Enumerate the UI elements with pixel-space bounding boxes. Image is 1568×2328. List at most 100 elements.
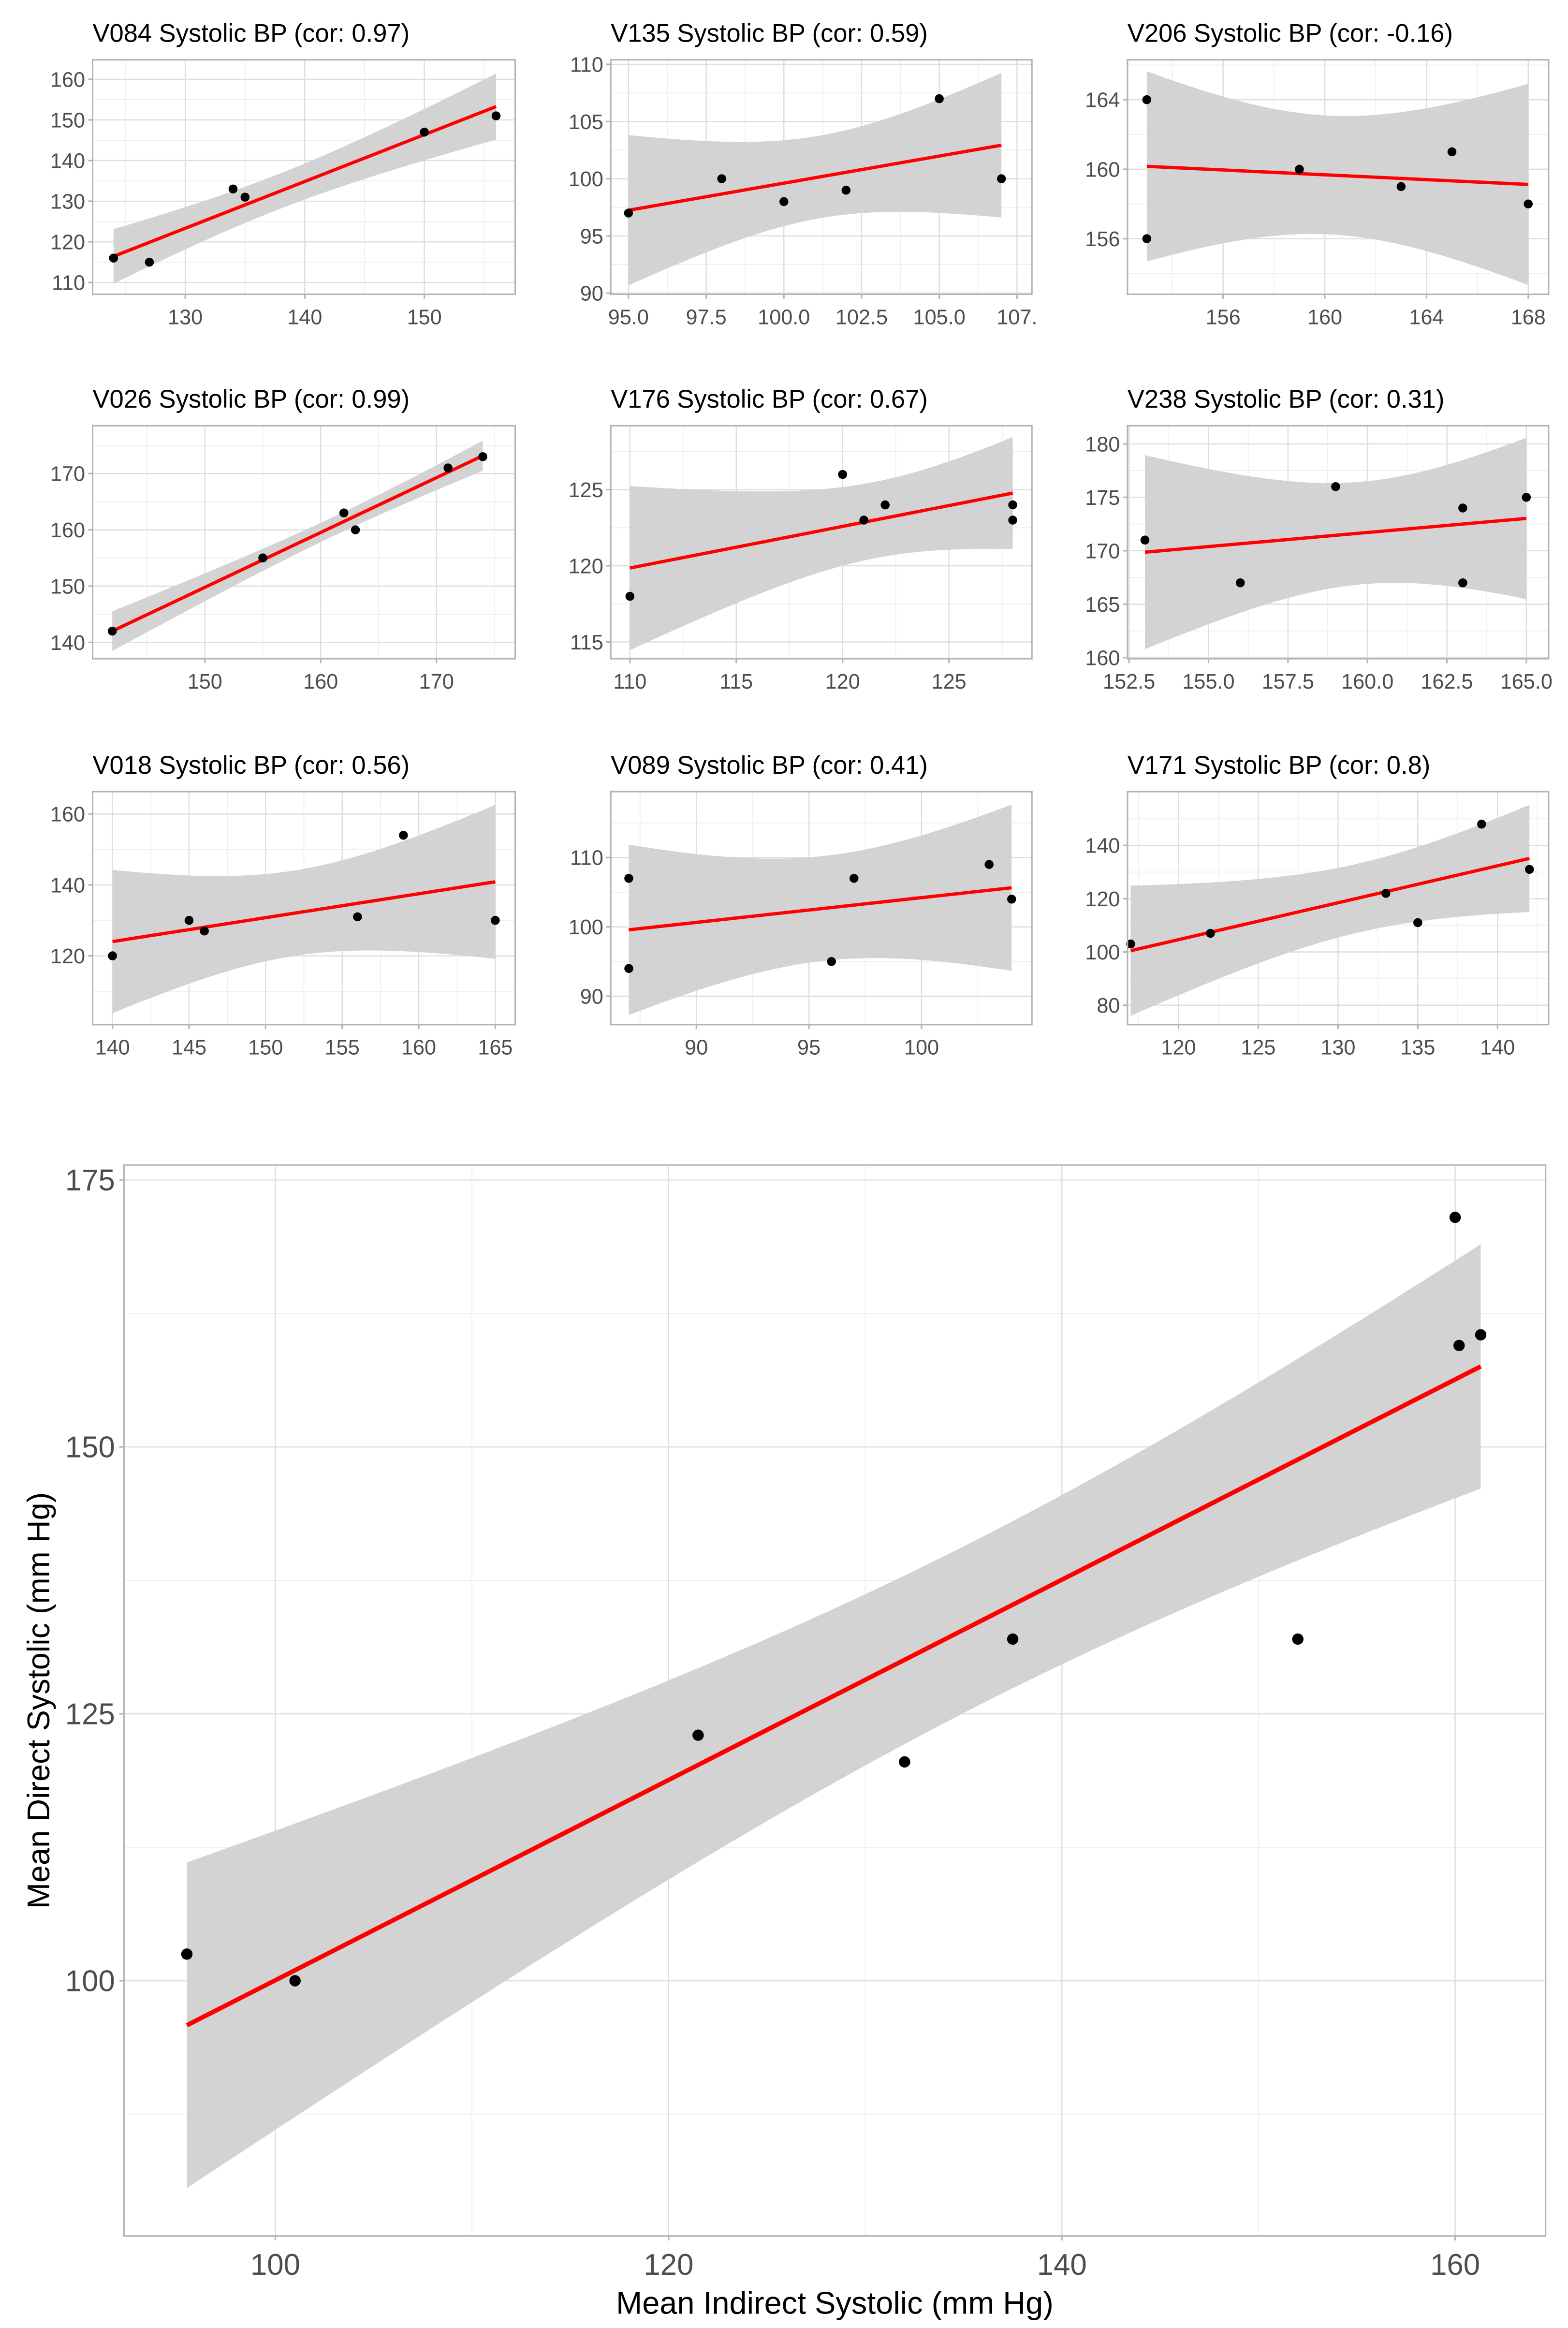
- data-point: [1007, 1633, 1019, 1645]
- y-tick-label: 95: [580, 225, 603, 248]
- y-tick-label: 175: [65, 1164, 115, 1197]
- y-tick-label: 100: [1085, 941, 1120, 964]
- y-tick-label: 100: [569, 168, 603, 191]
- data-point: [624, 964, 633, 973]
- chart-panel-1: 95.0 97.5 100.0 102.5 105.0 107. 90 95 100 105 110…: [569, 19, 1038, 329]
- chart-panel-6: 140 145 150 155 160 165 120 140 160 V018 Systolic…: [50, 751, 516, 1060]
- data-point: [1447, 147, 1457, 157]
- x-tick-label: 162.5: [1421, 670, 1473, 693]
- data-point: [399, 830, 408, 840]
- x-tick-label: 100.0: [758, 306, 810, 329]
- x-tick-label: 97.5: [686, 306, 726, 329]
- x-axis-label: Mean Indirect Systolic (mm Hg): [616, 2285, 1054, 2320]
- data-point: [109, 253, 118, 263]
- x-tick-label: 150: [407, 306, 442, 329]
- data-point: [339, 508, 349, 517]
- panel-border: [610, 425, 1033, 660]
- y-tick-label: 170: [50, 463, 85, 486]
- x-tick-label: 120: [825, 670, 860, 693]
- confidence-band: [1145, 438, 1526, 649]
- y-tick-label: 90: [580, 282, 603, 306]
- x-tick-label: 95.0: [608, 306, 649, 329]
- data-point: [1413, 918, 1422, 928]
- x-tick-label: 102.5: [835, 306, 888, 329]
- y-tick-label: 150: [50, 575, 85, 598]
- x-tick-label: 152.5: [1103, 670, 1155, 693]
- data-point: [1292, 1633, 1304, 1645]
- y-tick-label: 140: [50, 149, 85, 173]
- x-tick-label: 100: [904, 1036, 939, 1060]
- confidence-band: [1146, 71, 1528, 285]
- y-tick-label: 180: [1085, 433, 1120, 456]
- x-tick-label: 170: [419, 670, 454, 693]
- y-tick-label: 140: [1085, 835, 1120, 858]
- x-tick-label: 150: [248, 1036, 283, 1060]
- data-point: [1331, 482, 1340, 491]
- y-tick-label: 100: [65, 1965, 115, 1998]
- x-tick-label: 95: [797, 1036, 821, 1060]
- y-tick-label: 120: [1085, 888, 1120, 911]
- data-point: [827, 957, 836, 966]
- panel-border: [123, 1164, 1547, 2237]
- x-tick-label: 135: [1400, 1036, 1435, 1060]
- x-tick-label: 168: [1511, 306, 1546, 329]
- y-tick-label: 160: [50, 68, 85, 91]
- data-point: [984, 860, 994, 869]
- data-point: [200, 926, 209, 936]
- y-tick-label: 120: [50, 945, 85, 968]
- data-point: [1126, 939, 1135, 949]
- x-tick-label: 160: [1307, 306, 1342, 329]
- y-tick-label: 150: [65, 1431, 115, 1464]
- panel-border: [91, 791, 516, 1026]
- panel-border: [1127, 791, 1550, 1026]
- y-tick-label: 175: [1085, 486, 1120, 510]
- x-tick-label: 120: [1161, 1036, 1196, 1060]
- x-tick-label: 140: [1037, 2248, 1087, 2282]
- x-tick-label: 140: [287, 306, 322, 329]
- data-point: [996, 174, 1006, 183]
- panel-border: [91, 59, 516, 295]
- x-tick-label: 140: [95, 1036, 130, 1060]
- data-point: [1008, 516, 1017, 525]
- data-point: [1008, 500, 1017, 510]
- x-tick-label: 165.0: [1500, 670, 1553, 693]
- y-tick-label: 140: [50, 632, 85, 655]
- data-point: [838, 470, 847, 479]
- chart-title: V135 Systolic BP (cor: 0.59): [611, 19, 928, 48]
- confidence-band: [630, 437, 1013, 650]
- data-point: [240, 192, 250, 202]
- x-tick-label: 100: [250, 2248, 300, 2282]
- data-point: [184, 915, 194, 925]
- data-point: [1295, 164, 1304, 174]
- x-tick-label: 160: [303, 670, 338, 693]
- data-point: [478, 452, 487, 461]
- y-tick-label: 160: [50, 519, 85, 542]
- chart-title: V018 Systolic BP (cor: 0.56): [92, 751, 410, 780]
- data-point: [491, 111, 501, 120]
- x-tick-label: 164: [1409, 306, 1444, 329]
- x-tick-label: 150: [188, 670, 222, 693]
- chart-title: V171 Systolic BP (cor: 0.8): [1128, 751, 1430, 780]
- data-point: [351, 525, 360, 534]
- x-tick-label: 160: [1430, 2248, 1480, 2282]
- chart-title: V084 Systolic BP (cor: 0.97): [92, 19, 410, 48]
- x-tick-label: 145: [172, 1036, 206, 1060]
- chart-panel-7: 90 95 100 90 100 110 V089 Systolic BP (cor: 0.…: [569, 751, 1033, 1060]
- regression-line: [628, 143, 1002, 212]
- confidence-band: [112, 805, 496, 1014]
- regression-line: [1130, 856, 1530, 953]
- y-tick-label: 120: [569, 555, 603, 578]
- x-tick-label: 160.0: [1341, 670, 1393, 693]
- data-point: [1522, 493, 1531, 502]
- confidence-band: [113, 74, 496, 284]
- y-tick-label: 110: [570, 54, 603, 77]
- data-point: [1524, 199, 1533, 209]
- y-tick-label: 90: [580, 985, 603, 1008]
- regression-line: [1146, 164, 1528, 186]
- data-point: [1381, 889, 1391, 898]
- data-point: [1475, 1329, 1487, 1341]
- regression-line: [630, 491, 1013, 570]
- data-point: [717, 174, 726, 183]
- data-point: [1140, 535, 1150, 545]
